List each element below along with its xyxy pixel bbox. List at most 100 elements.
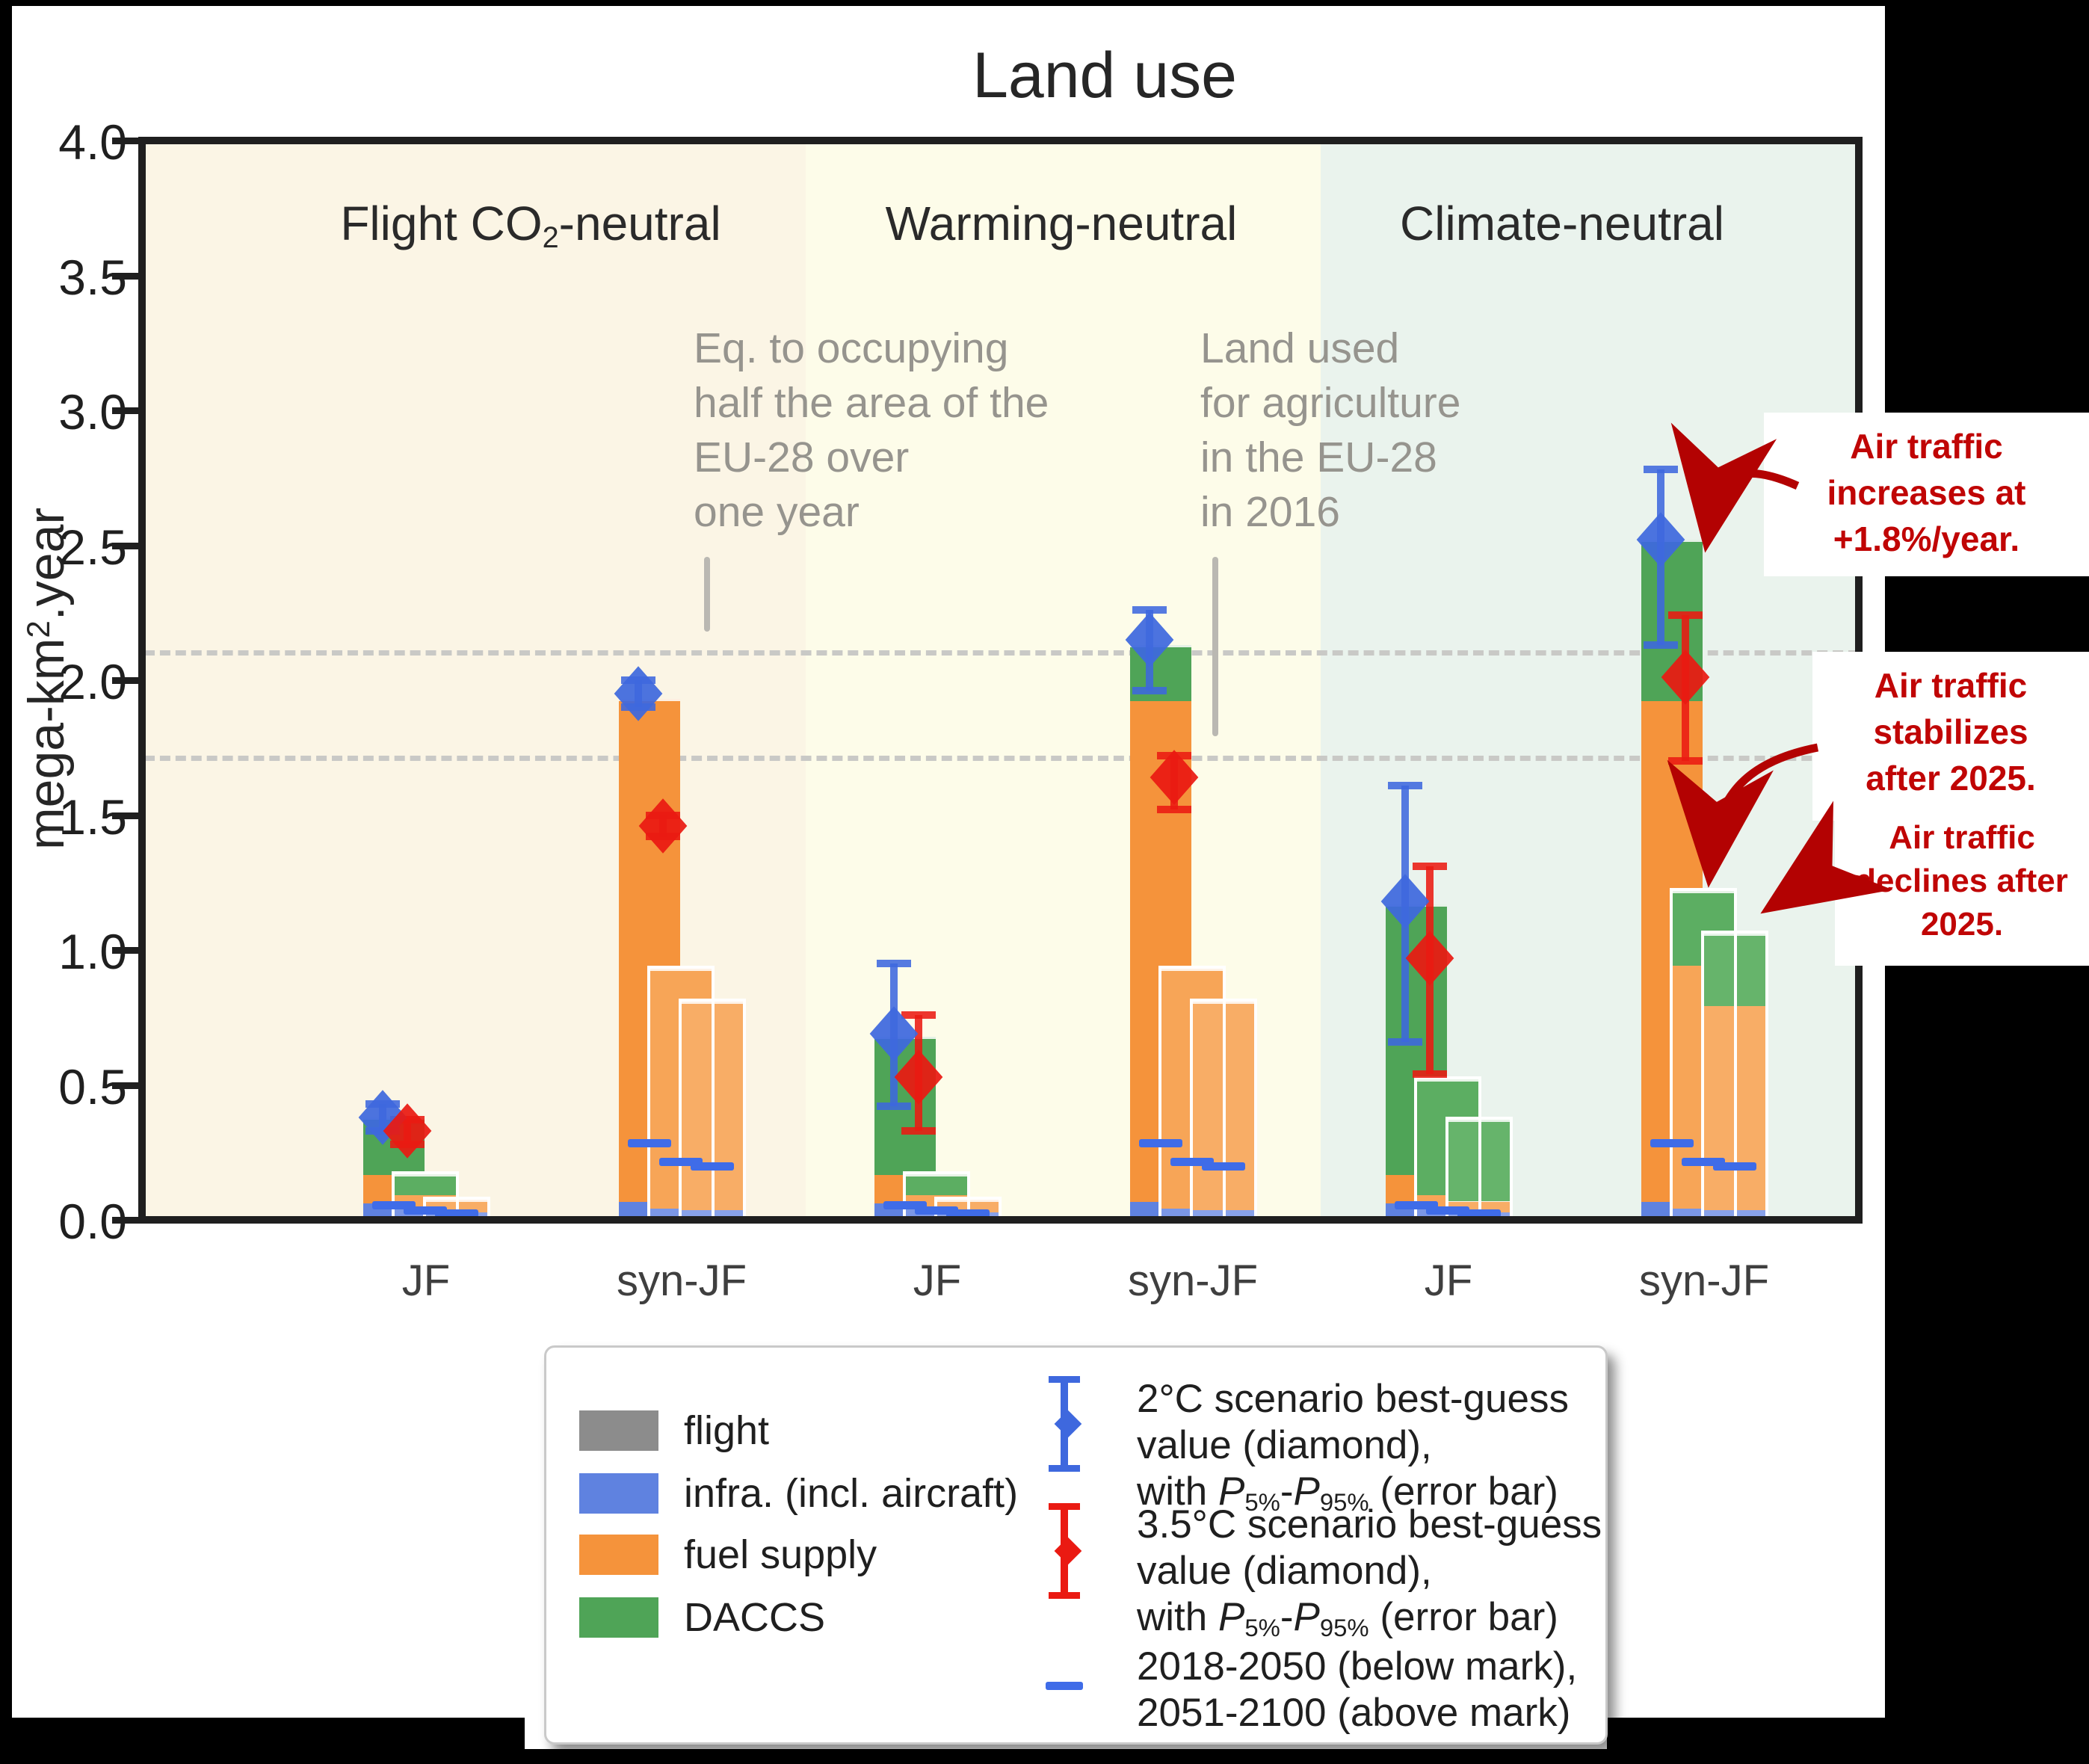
- p2c-error-cap-bottom: [1388, 1038, 1422, 1046]
- y-tick: [112, 273, 139, 280]
- legend-text-years-line0: 2018-2050 (below mark),: [1137, 1644, 1578, 1689]
- p35c-error-cap-top: [1413, 863, 1447, 870]
- bar-segment-daccs: [906, 1174, 967, 1195]
- bar-outline: [1190, 999, 1257, 1220]
- y-tick: [112, 543, 139, 549]
- reference-annotation-1: Land used for agriculture in the EU-28 in 2…: [1200, 324, 1461, 536]
- scenario-label-1: Warming-neutral: [885, 197, 1238, 250]
- bar-outline: [1701, 931, 1768, 1220]
- y-tick-label: 1.5: [58, 789, 127, 845]
- y-tick-label: 1.0: [58, 924, 127, 979]
- y-tick-label: 3.5: [58, 250, 127, 305]
- p2c-error-cap-bottom: [1132, 687, 1167, 694]
- year-split-mark: [915, 1206, 958, 1215]
- scenario-label-2: Climate-neutral: [1400, 197, 1724, 250]
- y-tick: [112, 1217, 139, 1224]
- year-split-mark: [1426, 1206, 1469, 1215]
- y-tick-label: 0.5: [58, 1059, 127, 1114]
- year-split-mark: [1395, 1201, 1438, 1209]
- reference-dashed-line-1: [144, 756, 1859, 761]
- x-label-syn-JF: syn-JF: [617, 1256, 747, 1305]
- bar-outline: [679, 999, 746, 1220]
- p2c-error-cap-top: [1644, 466, 1678, 473]
- legend-swatch-fuel: [579, 1535, 658, 1575]
- x-label-syn-JF: syn-JF: [1639, 1256, 1769, 1305]
- y-tick: [112, 1082, 139, 1089]
- p2c-error-cap-bottom: [877, 1102, 911, 1110]
- year-split-mark: [1170, 1158, 1214, 1166]
- legend-glyph-cap-p35c: [1049, 1592, 1080, 1599]
- p35c-error-cap-bottom: [901, 1127, 936, 1135]
- legend-text-p2c-line2: with P5%-P95% (error bar): [1137, 1470, 1558, 1517]
- p2c-error-cap-bottom: [1644, 641, 1678, 649]
- legend-text-p35c-line1: value (diamond),: [1137, 1549, 1432, 1593]
- legend-label-infra: infra. (incl. aircraft): [684, 1471, 1019, 1516]
- year-split-mark: [435, 1209, 478, 1218]
- legend-label-flight: flight: [684, 1408, 770, 1453]
- bar-outline: [1445, 1117, 1513, 1220]
- p35c-error-cap-bottom: [1413, 1070, 1447, 1078]
- x-label-JF: JF: [1424, 1256, 1473, 1305]
- p35c-error-cap-top: [901, 1011, 936, 1019]
- y-tick-label: 2.5: [58, 519, 127, 575]
- scenario-label-0: Flight CO2-neutral: [340, 197, 721, 254]
- legend-glyph-cap-p2c: [1049, 1376, 1080, 1383]
- year-split-mark: [1682, 1158, 1725, 1166]
- p35c-error-cap-top: [1668, 611, 1703, 619]
- x-label-JF: JF: [913, 1256, 962, 1305]
- legend-glyph-cap-p35c: [1049, 1503, 1080, 1510]
- legend-swatch-flight: [579, 1410, 658, 1451]
- legend-glyph-diamond-p2c: [1054, 1410, 1082, 1438]
- legend-text-p2c-line0: 2°C scenario best-guess: [1137, 1377, 1569, 1421]
- reference-pointer-line-0: [704, 557, 710, 632]
- year-split-mark: [883, 1201, 927, 1209]
- y-tick-label: 3.0: [58, 384, 127, 440]
- legend-swatch-daccs: [579, 1597, 658, 1638]
- year-split-mark: [1713, 1162, 1756, 1171]
- legend-glyph-diamond-p35c: [1054, 1537, 1082, 1565]
- chart-title: Land use: [972, 40, 1237, 111]
- legend: flight infra. (incl. aircraft) fuel supply…: [544, 1345, 1608, 1745]
- year-split-mark: [946, 1209, 990, 1218]
- year-split-mark: [1202, 1162, 1245, 1171]
- year-split-mark: [659, 1158, 703, 1166]
- year-split-mark: [404, 1206, 447, 1215]
- callout-air-traffic-declines: Air traffic declines after 2025.: [1835, 807, 2089, 966]
- p35c-error-cap-bottom: [1157, 806, 1191, 813]
- p2c-error-cap-top: [1132, 606, 1167, 614]
- legend-glyph-cap-p2c: [1049, 1465, 1080, 1472]
- y-tick: [112, 812, 139, 819]
- reference-dashed-line-0: [144, 650, 1859, 656]
- x-label-JF: JF: [401, 1256, 451, 1305]
- legend-label-fuel: fuel supply: [684, 1532, 877, 1577]
- year-split-mark: [1650, 1139, 1694, 1147]
- y-tick: [112, 677, 139, 684]
- reference-annotation-0: Eq. to occupying half the area of the EU-2…: [694, 324, 1049, 536]
- bar-segment-daccs: [395, 1174, 456, 1195]
- legend-text-years-line1: 2051-2100 (above mark): [1137, 1691, 1571, 1735]
- callout-air-traffic-increases: Air traffic increases at +1.8%/year.: [1764, 413, 2089, 576]
- year-split-mark: [1139, 1139, 1182, 1147]
- x-label-syn-JF: syn-JF: [1128, 1256, 1258, 1305]
- legend-glyph-dash-years: [1046, 1682, 1083, 1690]
- legend-text-p2c-line1: value (diamond),: [1137, 1423, 1432, 1467]
- y-tick: [112, 407, 139, 414]
- y-tick: [112, 138, 139, 144]
- callout-air-traffic-stabilizes: Air traffic stabilizes after 2025.: [1812, 652, 2089, 821]
- year-split-mark: [1457, 1209, 1501, 1218]
- y-tick: [112, 947, 139, 954]
- year-split-mark: [628, 1139, 671, 1147]
- year-split-mark: [372, 1201, 416, 1209]
- p2c-error-cap-top: [877, 960, 911, 967]
- y-tick-label: 2.0: [58, 654, 127, 709]
- reference-pointer-line-1: [1212, 557, 1218, 736]
- p35c-error-cap-bottom: [1668, 757, 1703, 765]
- year-split-mark: [691, 1162, 734, 1171]
- p2c-error-cap-top: [1388, 782, 1422, 789]
- legend-text-p35c-line0: 3.5°C scenario best-guess: [1137, 1502, 1602, 1546]
- legend-text-p35c-line2: with P5%-P95% (error bar): [1137, 1595, 1558, 1642]
- legend-label-daccs: DACCS: [684, 1595, 826, 1640]
- y-tick-label: 4.0: [58, 114, 127, 170]
- legend-swatch-infra: [579, 1473, 658, 1514]
